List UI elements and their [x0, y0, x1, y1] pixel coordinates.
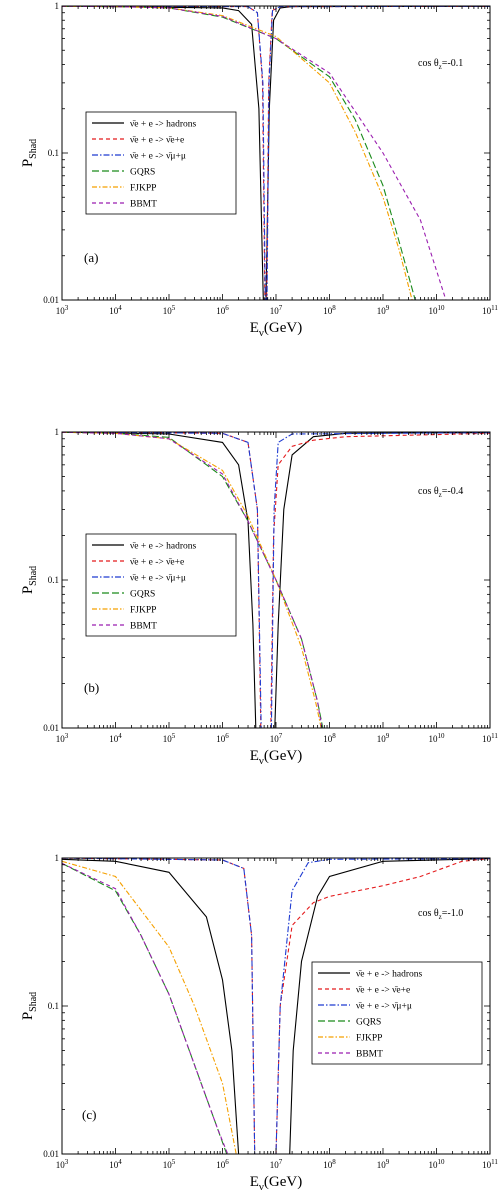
legend-label-3: ν̄e + e -> ν̄μ+μ	[130, 152, 186, 162]
legend-label-6: BBMT	[356, 1050, 383, 1060]
x-tick-label: 105	[163, 732, 176, 744]
series-line-6	[62, 6, 447, 300]
x-tick-label: 108	[323, 732, 336, 744]
series-line-1	[62, 858, 490, 1154]
chart-panel-1: 103 104 105 106 107 108 109 1010 1011 0.01 0.1 1 Eν(…	[20, 1, 498, 339]
y-tick-label: 1	[55, 853, 60, 863]
x-tick-label: 103	[56, 1158, 69, 1170]
y-tick-label: 0.1	[48, 575, 59, 585]
y-tick-label: 1	[55, 427, 60, 437]
legend-label-4: GQRS	[130, 168, 155, 178]
y-tick-label: 0.01	[43, 723, 59, 733]
chart-panel-3: 103 104 105 106 107 108 109 1010 1011 0.01 0.1 1 Eν(…	[20, 853, 498, 1193]
panel-label: (b)	[84, 680, 99, 695]
angle-annotation: cos θz=-1.0	[418, 908, 463, 921]
x-tick-label: 109	[377, 1158, 390, 1170]
legend: ν̄e + e -> hadrons ν̄e + e -> ν̄e+e ν̄e + …	[311, 961, 483, 1065]
legend: ν̄e + e -> hadrons ν̄e + e -> ν̄e+e ν̄e + …	[85, 111, 237, 215]
angle-annotation: cos θz=-0.4	[418, 486, 463, 499]
x-tick-label: 107	[270, 732, 283, 744]
series-line-6	[62, 432, 323, 728]
y-tick-label: 0.1	[48, 1001, 59, 1011]
x-tick-label: 106	[216, 1158, 229, 1170]
legend-label-6: BBMT	[130, 200, 157, 210]
panel-label: (c)	[82, 1107, 96, 1122]
x-tick-label: 106	[216, 732, 229, 744]
series-line-3	[62, 432, 490, 728]
angle-annotation: cos θz=-0.1	[418, 58, 463, 71]
x-tick-label: 1011	[482, 732, 498, 744]
legend-label-4: GQRS	[356, 1018, 381, 1028]
legend-label-1: ν̄e + e -> hadrons	[130, 542, 196, 552]
x-tick-label: 103	[56, 732, 69, 744]
legend-label-3: ν̄e + e -> ν̄μ+μ	[356, 1002, 412, 1012]
legend-label-1: ν̄e + e -> hadrons	[130, 120, 196, 130]
legend-label-5: FJKPP	[356, 1034, 382, 1044]
legend-label-6: BBMT	[130, 622, 157, 632]
legend-label-2: ν̄e + e -> ν̄e+e	[356, 986, 410, 996]
legend-label-2: ν̄e + e -> ν̄e+e	[130, 136, 184, 146]
x-tick-label: 109	[377, 304, 390, 316]
series-line-3	[62, 858, 490, 1154]
y-tick-label: 1	[55, 1, 60, 11]
legend-label-5: FJKPP	[130, 606, 156, 616]
y-tick-label: 0.01	[43, 1149, 59, 1159]
series-line-5	[62, 6, 413, 300]
panel-label: (a)	[84, 250, 98, 265]
x-axis-label: Eν(GeV)	[250, 320, 302, 339]
x-tick-label: 107	[270, 1158, 283, 1170]
x-tick-label: 109	[377, 732, 390, 744]
series-line-2	[62, 858, 490, 1154]
plot-area	[62, 858, 490, 1154]
legend-label-3: ν̄e + e -> ν̄μ+μ	[130, 574, 186, 584]
y-axis-label: PShad	[20, 566, 39, 594]
x-tick-label: 1010	[429, 1158, 446, 1170]
x-tick-label: 1010	[429, 304, 446, 316]
legend-label-5: FJKPP	[130, 184, 156, 194]
legend-box	[311, 961, 483, 1065]
plot-area	[62, 432, 490, 728]
series-line-6	[62, 862, 229, 1154]
x-axis-label: Eν(GeV)	[250, 748, 302, 767]
legend-label-4: GQRS	[130, 590, 155, 600]
chart-panel-2: 103 104 105 106 107 108 109 1010 1011 0.01 0.1 1 Eν(…	[20, 427, 498, 767]
x-tick-label: 104	[109, 1158, 122, 1170]
legend: ν̄e + e -> hadrons ν̄e + e -> ν̄e+e ν̄e + …	[85, 533, 237, 637]
x-tick-label: 104	[109, 732, 122, 744]
x-tick-label: 103	[56, 304, 69, 316]
x-tick-label: 106	[216, 304, 229, 316]
legend-label-1: ν̄e + e -> hadrons	[356, 970, 422, 980]
y-axis-label: PShad	[20, 139, 39, 167]
x-tick-label: 1011	[482, 1158, 498, 1170]
x-tick-label: 105	[163, 1158, 176, 1170]
legend-label-2: ν̄e + e -> ν̄e+e	[130, 558, 184, 568]
y-axis-label: PShad	[20, 992, 39, 1020]
x-tick-label: 1010	[429, 732, 446, 744]
x-tick-label: 108	[323, 1158, 336, 1170]
y-tick-label: 0.01	[43, 295, 59, 305]
legend-box	[85, 533, 237, 637]
x-tick-label: 104	[109, 304, 122, 316]
x-tick-label: 108	[323, 304, 336, 316]
x-tick-label: 1011	[482, 304, 498, 316]
x-tick-label: 105	[163, 304, 176, 316]
series-line-2	[62, 432, 490, 728]
y-tick-label: 0.1	[48, 148, 59, 158]
legend-box	[85, 111, 237, 215]
series-line-5	[62, 860, 237, 1154]
series-line-1	[62, 432, 490, 728]
x-axis-label: Eν(GeV)	[250, 1174, 302, 1193]
x-tick-label: 107	[270, 304, 283, 316]
series-line-1	[62, 6, 490, 300]
